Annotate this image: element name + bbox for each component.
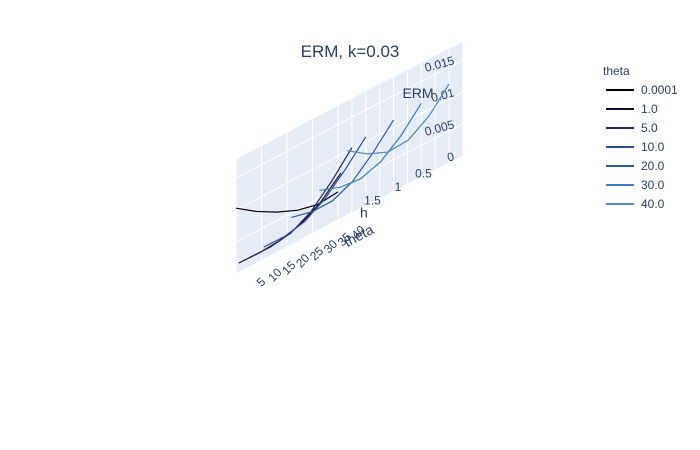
- legend-item[interactable]: 0.0001: [606, 83, 678, 97]
- y-tick-label: 0.5: [415, 167, 432, 181]
- z-tick-label: 0: [446, 149, 456, 164]
- legend-item[interactable]: 20.0: [606, 159, 665, 173]
- legend-label: 40.0: [641, 197, 665, 211]
- legend-label: 10.0: [641, 140, 665, 154]
- legend-item[interactable]: 30.0: [606, 178, 665, 192]
- grid-erm: [337, 59, 464, 125]
- legend: theta 0.0001 1.0 5.0 10.0 20.0 30.0 40.0: [603, 64, 678, 211]
- legend-item[interactable]: 1.0: [606, 102, 658, 116]
- legend-label: 5.0: [641, 121, 658, 135]
- grid-erm: [337, 91, 464, 157]
- 3d-scene[interactable]: 5101520253035400.511.500.0050.010.015the…: [235, 40, 464, 289]
- legend-label: 20.0: [641, 159, 665, 173]
- y-axis-title: h: [360, 204, 368, 220]
- grid-erm: [235, 123, 339, 179]
- legend-label: 0.0001: [641, 83, 678, 97]
- grid-erm: [337, 123, 464, 189]
- y-tick-label: 1: [395, 180, 402, 194]
- x-axis-title: theta: [341, 221, 376, 250]
- legend-label: 30.0: [641, 178, 665, 192]
- legend-label: 1.0: [641, 102, 658, 116]
- y-tick-label: 1.5: [364, 194, 381, 208]
- chart-title: ERM, k=0.03: [301, 42, 400, 61]
- series-line-20.0[interactable]: [291, 119, 395, 219]
- series-line-5.0[interactable]: [249, 147, 353, 258]
- grid-erm: [235, 219, 339, 275]
- legend-item[interactable]: 5.0: [606, 121, 658, 135]
- legend-item[interactable]: 40.0: [606, 197, 665, 211]
- z-axis-title: ERM: [402, 85, 433, 101]
- grid-erm: [337, 155, 464, 221]
- legend-title: theta: [603, 64, 630, 78]
- grid-erm: [235, 155, 339, 211]
- series-line-30.0[interactable]: [319, 102, 422, 192]
- z-tick-label: 0.01: [430, 85, 456, 105]
- series-line-40.0[interactable]: [347, 83, 450, 155]
- legend-item[interactable]: 10.0: [606, 140, 665, 154]
